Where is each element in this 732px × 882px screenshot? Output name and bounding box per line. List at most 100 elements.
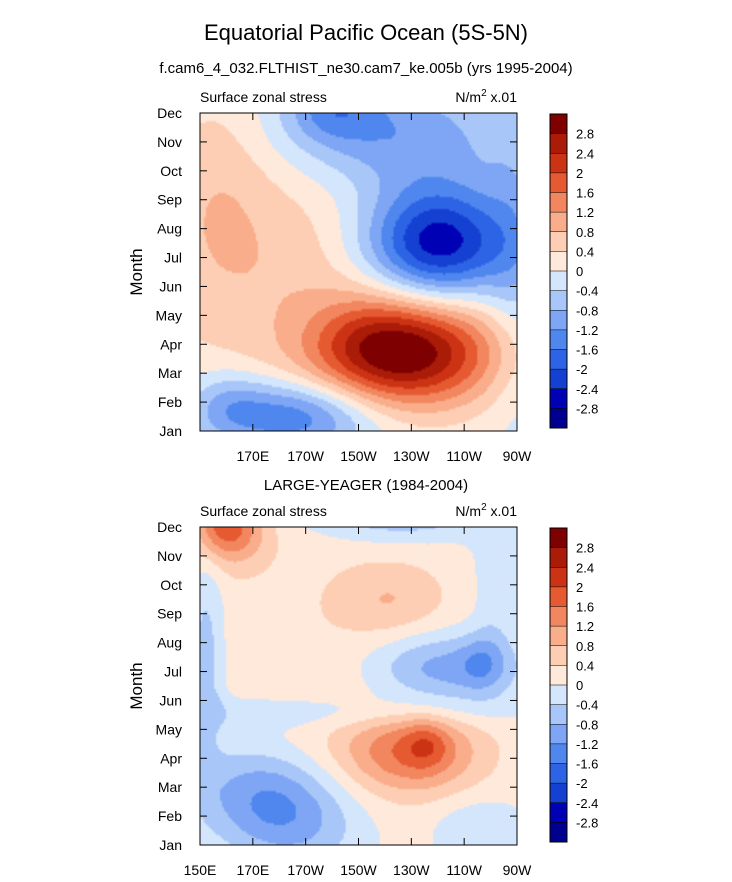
panel1-colorbar-label: -2 [576,362,588,377]
panel1-units-label: N/m2 x.01 [455,88,517,105]
figure-title: Equatorial Pacific Ocean (5S-5N) [203,20,529,45]
panel2-ytick-label-mar: Mar [158,779,182,795]
panel2-ytick-label-feb: Feb [158,808,182,824]
panel1-colorbar-box [550,153,567,174]
panel1-colorbar-label: 2.4 [576,146,594,161]
panel2-contour-field [200,527,517,845]
panel1-ytick-label-aug: Aug [157,221,182,237]
panel2-colorbar-box [550,685,567,705]
panel1-colorbar-label: -1.2 [576,323,598,338]
panel1-xtick-label-170w: 170W [287,448,324,464]
panel2-colorbar-box [550,586,567,607]
panel2-xtick-label-150e: 150E [184,862,217,878]
panel2-ytick-label-apr: Apr [160,750,182,766]
panel2-ytick-label-oct: Oct [160,577,182,593]
panel1-colorbar-label: 1.6 [576,186,594,201]
panel2-colorbar-box [550,743,567,764]
panel1-colorbar-label: -2.4 [576,382,598,397]
panel1-ytick-label-mar: Mar [158,365,182,381]
panel1-colorbar-label: 0.4 [576,244,594,259]
panel2-ytick-label-sep: Sep [157,606,182,622]
panel1-ytick-label-jul: Jul [164,250,182,266]
panel1-colorbar-box [550,388,567,409]
panel2-ytick-label-nov: Nov [157,548,182,564]
panel1-colorbar-box [550,369,567,390]
panel2-colorbar-label: -2.4 [576,796,598,811]
panel2-ylabel: Month [127,662,146,709]
panel2-colorbar-label: -2.8 [576,815,598,830]
panel2-colorbar-label: 0.8 [576,639,594,654]
panel1-ytick-label-nov: Nov [157,134,182,150]
panel1-colorbar-box [550,231,567,252]
case-name: f.cam6_4_032.FLTHIST_ne30.cam7_ke.005b (… [159,60,573,77]
panel1-ytick-label-jan: Jan [159,423,182,439]
panel2-units-label: N/m2 x.01 [455,502,517,519]
panel1-ytick-label-sep: Sep [157,192,182,208]
panel1-colorbar-box [550,172,567,193]
panel2-xtick-label-130w: 130W [393,862,430,878]
panel1-colorbar-label: 0.8 [576,225,594,240]
panel2-colorbar-box [550,704,567,725]
panel2-colorbar-label: 2.8 [576,541,594,556]
panel2-colorbar-label: 1.6 [576,600,594,615]
panel1-colorbar-box [550,329,567,350]
panel2-colorbar-box [550,783,567,804]
panel2-colorbar-label: -2 [576,776,588,791]
panel1-ytick-label-feb: Feb [158,394,182,410]
panel1-ytick-label-may: May [156,307,182,323]
panel2-colorbar-label: -0.4 [576,698,598,713]
panel2-colorbar-label: 2 [576,580,583,595]
panel1-xtick-label-110w: 110W [446,448,482,464]
panel2-colorbar-box [550,567,567,588]
panel2-colorbar-box [550,547,567,568]
panel2-xtick-label-150w: 150W [340,862,377,878]
panel1-contour-field [200,113,517,431]
panel2-ytick-label-aug: Aug [157,635,182,651]
panel2-colorbar-label: -1.6 [576,757,598,772]
panel1-colorbar-box [550,310,567,331]
panel2-colorbar-label: 2.4 [576,560,594,575]
panel2-ytick-label-jul: Jul [164,664,182,680]
panel2-colorbar-box [550,763,567,784]
panel2-xtick-label-90w: 90W [503,862,533,878]
panel1-colorbar-label: 2 [576,166,583,181]
panel2-colorbar-box [550,665,567,686]
panel1-colorbar-box [550,349,567,370]
panel2-title: LARGE-YEAGER (1984-2004) [264,477,468,494]
panel1-colorbar-box [550,290,567,311]
panel1-colorbar-label: -1.6 [576,343,598,358]
panel2-colorbar-label: 0 [576,678,583,693]
panel1-colorbar-box [550,271,567,291]
panel1-colorbar-label: 1.2 [576,205,594,220]
panel1-colorbar-label: -2.8 [576,401,598,416]
panel2-colorbar-label: -0.8 [576,717,598,732]
panel2-colorbar-label: 0.4 [576,658,594,673]
panel1-xtick-label-90w: 90W [503,448,533,464]
panel1-xtick-label-170e: 170E [236,448,269,464]
panel1-colorbar-box [550,212,567,233]
panel2-variable-label: Surface zonal stress [200,503,327,519]
panel2-colorbar-box [550,528,567,548]
panel2-xtick-label-170e: 170E [236,862,269,878]
panel2-ytick-label-jun: Jun [159,692,182,708]
panel2-xtick-label-170w: 170W [287,862,324,878]
panel2-colorbar-box [550,645,567,666]
panel2-ytick-label-may: May [156,721,182,737]
panel1-ytick-label-jun: Jun [159,278,182,294]
panel1-colorbar-box [550,133,567,154]
panel1-xtick-label-130w: 130W [393,448,430,464]
panel1-ytick-label-apr: Apr [160,336,182,352]
panel2-colorbar-box [550,822,567,843]
panel2-colorbar-box [550,626,567,647]
panel1-colorbar-label: 2.8 [576,127,594,142]
panel1-variable-label: Surface zonal stress [200,89,327,105]
panel1-colorbar-label: 0 [576,264,583,279]
panel2-xtick-label-110w: 110W [446,862,482,878]
panel2-ytick-label-dec: Dec [157,519,182,535]
panel1-ylabel: Month [127,248,146,295]
panel1-ytick-label-dec: Dec [157,105,182,121]
panel1-xtick-label-150w: 150W [340,448,377,464]
panel2-colorbar-box [550,606,567,627]
panel2-ytick-label-jan: Jan [159,837,182,853]
